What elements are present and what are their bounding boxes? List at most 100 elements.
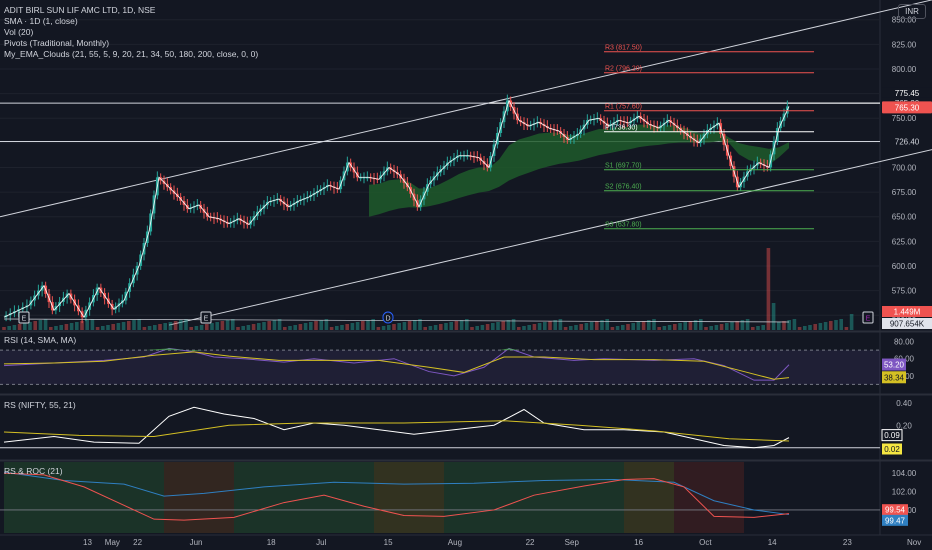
rs-tick-label: 0.20 — [896, 421, 912, 430]
time-tick-label: Sep — [565, 538, 580, 547]
sma-indicator-label[interactable]: SMA · 1D (1, close) — [4, 16, 78, 26]
volume-bar — [480, 325, 485, 330]
volume-bar — [153, 325, 157, 330]
volume-bar — [288, 326, 292, 330]
rsi-band — [0, 350, 880, 385]
volume-bar — [449, 322, 453, 330]
volume-bar — [813, 324, 817, 330]
volume-bar — [849, 314, 854, 330]
volume-bar — [101, 326, 105, 330]
volume-bar — [459, 320, 464, 330]
volume-bar — [90, 319, 95, 330]
volume-bar — [725, 323, 729, 330]
volume-bar — [371, 319, 375, 330]
volume-bar — [558, 319, 563, 330]
volume-bar — [324, 319, 329, 330]
rs-tick-label: 0.40 — [896, 399, 912, 408]
ema-clouds-indicator-label[interactable]: My_EMA_Clouds (21, 55, 5, 9, 20, 21, 34,… — [4, 49, 259, 59]
price-badge-label: 775.45 — [895, 89, 920, 98]
volume-bar — [834, 320, 838, 330]
volume-bar — [277, 319, 282, 330]
currency-button[interactable]: INR — [898, 4, 926, 19]
volume-bar — [818, 323, 823, 330]
roc-pane-title[interactable]: RS & ROC (21) — [4, 466, 63, 476]
volume-bar — [506, 320, 511, 330]
time-tick-label: Nov — [907, 538, 921, 547]
volume-bar — [631, 323, 635, 330]
volume-bar — [309, 322, 313, 330]
pivots-indicator-label[interactable]: Pivots (Traditional, Monthly) — [4, 38, 110, 48]
volume-bar — [782, 321, 786, 330]
volume-bar — [132, 320, 136, 330]
roc-regime-band — [164, 462, 234, 533]
volume-bar — [615, 326, 620, 330]
volume-bar — [387, 325, 391, 330]
volume-bar — [199, 325, 204, 330]
sma-close-line — [3, 99, 790, 319]
price-tick-label: 625.00 — [892, 237, 917, 246]
volume-bar — [33, 321, 37, 330]
candle — [375, 172, 379, 184]
volume-bar — [522, 326, 526, 330]
volume-bar — [470, 327, 474, 330]
symbol-title[interactable]: ADIT BIRL SUN LIF AMC LTD, 1D, NSE — [4, 5, 156, 15]
volume-bar — [527, 325, 531, 330]
rs-pane-title[interactable]: RS (NIFTY, 55, 21) — [4, 400, 76, 410]
volume-bar — [17, 324, 22, 330]
volume-bar — [340, 325, 344, 330]
volume-bar — [210, 323, 214, 330]
volume-bar — [397, 323, 401, 330]
rs-value-label: 0.02 — [884, 445, 900, 454]
volume-bar — [610, 327, 615, 330]
roc-regime-band — [374, 462, 444, 533]
volume-bar — [693, 320, 698, 330]
price-tick-label: 600.00 — [892, 262, 917, 271]
earnings-event-marker — [200, 311, 212, 324]
event-marker-box — [18, 311, 30, 324]
time-tick-label: 14 — [768, 538, 777, 547]
time-tick-label: 22 — [526, 538, 535, 547]
candle — [362, 172, 366, 184]
volume-bar — [714, 325, 719, 330]
volume-bar — [454, 321, 459, 330]
volume-bar — [215, 322, 219, 330]
volume-bar — [179, 320, 183, 330]
volume-bar — [85, 320, 89, 330]
volume-bar — [236, 327, 240, 330]
roc-regime-band — [674, 462, 744, 533]
volume-bar — [194, 326, 199, 330]
volume-bar — [54, 326, 58, 330]
rsi-pane-title[interactable]: RSI (14, SMA, MA) — [4, 335, 77, 345]
candle-body — [359, 177, 363, 179]
candle-body — [459, 155, 463, 157]
volume-badge — [882, 306, 932, 317]
volume-bar — [433, 325, 438, 330]
volume-bar — [511, 319, 516, 330]
volume-bar — [491, 323, 495, 330]
volume-bar — [267, 321, 271, 330]
volume-bar — [168, 322, 173, 330]
time-tick-label: 13 — [83, 538, 92, 547]
pivot-label: S3 (637.80) — [605, 222, 642, 229]
price-tick-label: 650.00 — [892, 213, 917, 222]
volume-bar — [402, 322, 407, 330]
event-marker-letter: E — [204, 316, 209, 323]
ema-cloud — [369, 124, 789, 217]
volume-indicator-label[interactable]: Vol (20) — [4, 27, 34, 37]
candle-body — [465, 155, 469, 157]
volume-bar — [465, 319, 469, 330]
volume-bar — [12, 325, 17, 330]
volume-bar — [251, 324, 256, 330]
volume-bar — [407, 321, 412, 330]
volume-bar — [355, 322, 360, 330]
volume-bar — [569, 326, 573, 330]
candle — [305, 191, 309, 203]
pivot-label: R2 (796.20) — [605, 66, 642, 73]
volume-bar — [579, 324, 583, 330]
volume-bar — [683, 322, 687, 330]
volume-bar — [64, 324, 69, 330]
volume-bar — [709, 326, 713, 330]
volume-bar — [641, 321, 646, 330]
rs-value-label: 0.09 — [884, 431, 900, 440]
